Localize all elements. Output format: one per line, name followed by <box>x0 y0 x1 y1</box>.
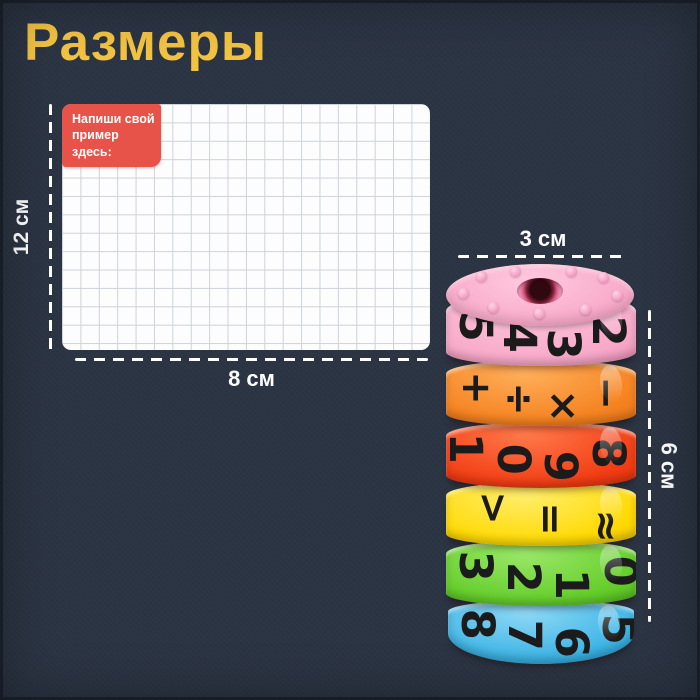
height-dimension-line <box>49 104 52 350</box>
width-dimension-label: 8 см <box>228 366 275 391</box>
ring-symbol: 1 <box>446 432 492 463</box>
ring-symbol: 8 <box>581 437 635 469</box>
cap-bump <box>534 308 545 319</box>
cap-bump <box>580 304 591 315</box>
ring-symbol: 3 <box>537 328 591 360</box>
toy-ring-red: 1098 <box>446 422 636 488</box>
toy-height-dimension-line <box>648 310 651 622</box>
ring-symbol: 6 <box>544 626 598 658</box>
ring-symbol: ÷ <box>496 382 543 416</box>
ring-symbol: × <box>539 389 586 423</box>
toy-ring-blue: 8765 <box>448 600 634 664</box>
toy-top-cap <box>446 264 634 326</box>
height-dimension-label: 12 см <box>1 104 43 350</box>
ring-symbol: > <box>469 491 516 525</box>
ring-symbol: 5 <box>592 613 634 644</box>
ring-symbol: 1 <box>545 568 599 600</box>
cap-bump <box>476 271 487 282</box>
toy-ring-yellow: > = ≈ <box>446 482 636 546</box>
page-title: Размеры <box>24 13 268 72</box>
width-dimension-line <box>75 358 428 361</box>
height-dimension-text: 12 см <box>10 198 34 256</box>
cap-bump <box>598 272 609 283</box>
writing-grid: Напиши свой пример здесь: <box>62 104 430 350</box>
toy-ring-green: 3210 <box>446 540 636 606</box>
ring-symbol: 7 <box>497 619 551 651</box>
diameter-dimension-line <box>458 255 628 258</box>
diameter-dimension-label: 3 см <box>519 226 567 251</box>
ring-symbol: + <box>452 371 499 405</box>
ring-symbol: − <box>583 376 630 410</box>
cap-bump <box>612 290 623 301</box>
ring-symbol: 8 <box>450 608 504 640</box>
toy-height-dimension-text: 6 см <box>655 442 681 490</box>
note-badge: Напиши свой пример здесь: <box>62 104 161 167</box>
ring-symbol: = <box>526 502 573 536</box>
toy-height-dimension-label: 6 см <box>644 310 692 622</box>
ring-symbol: 0 <box>486 443 540 475</box>
ring-symbol: 0 <box>594 555 636 586</box>
ring-symbol: 9 <box>534 450 588 482</box>
cap-bump <box>488 302 499 313</box>
ring-symbol: 3 <box>448 550 502 582</box>
ring-symbol: ≈ <box>583 509 630 543</box>
toy-center-hole <box>517 278 563 304</box>
cap-bump <box>566 266 577 277</box>
note-line1: Напиши свой <box>72 112 155 126</box>
cap-bump <box>510 266 521 277</box>
ring-symbol: 2 <box>497 561 551 593</box>
note-line2: пример здесь: <box>72 128 119 159</box>
cap-bump <box>458 288 469 299</box>
toy-ring-orange: + ÷ × − <box>446 360 636 426</box>
